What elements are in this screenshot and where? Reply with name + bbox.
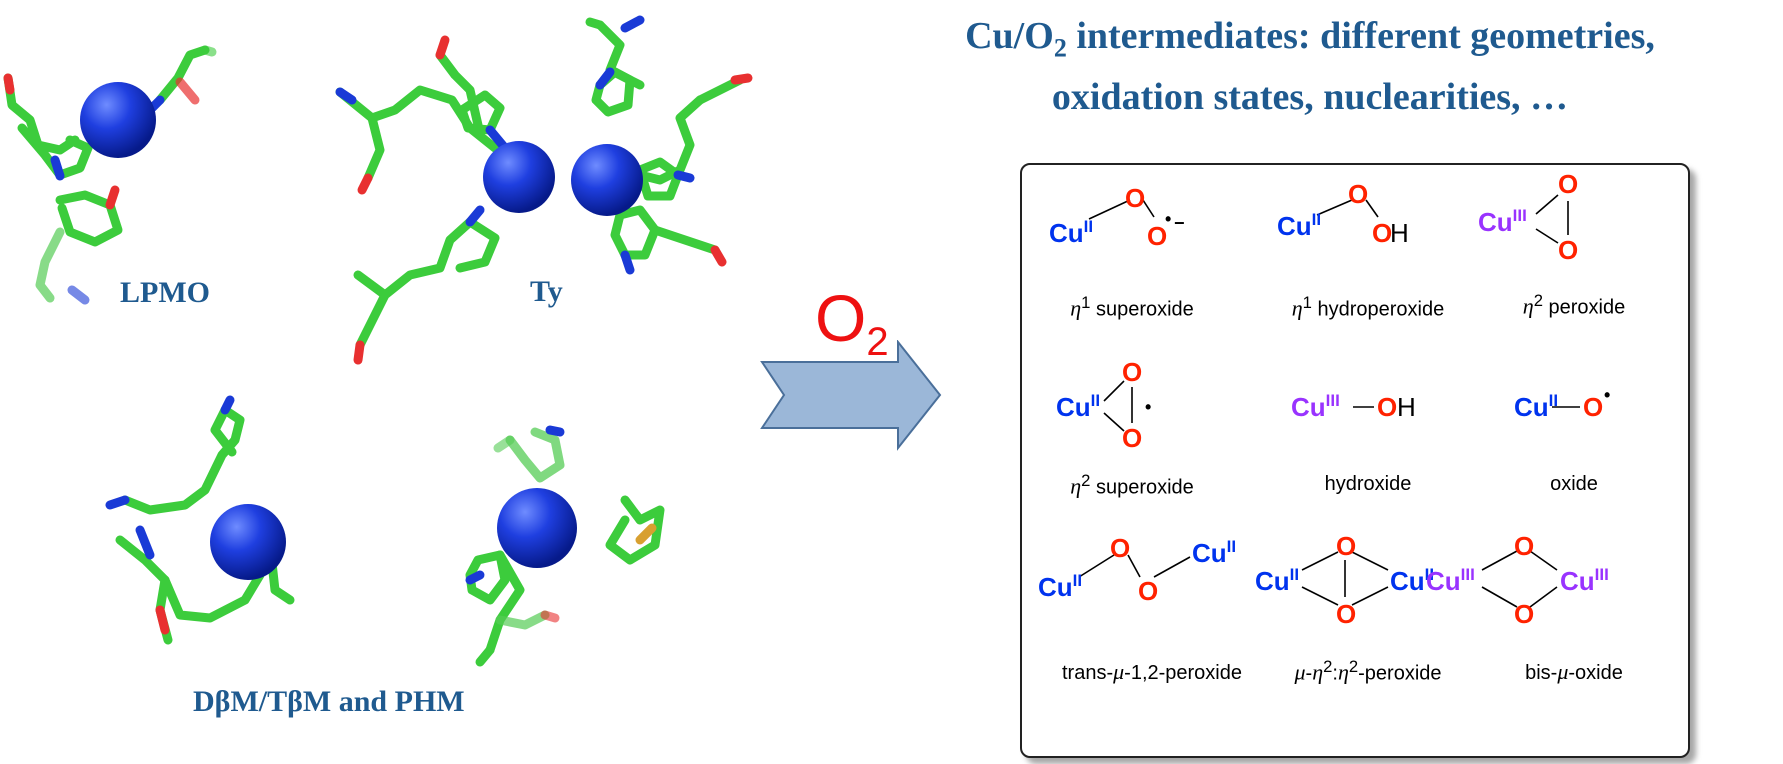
species-eta1-hydroperoxide: CuII O O H [1277, 179, 1409, 248]
caption-oxide: oxide [1550, 473, 1598, 495]
caption-hydroxide: hydroxide [1324, 473, 1412, 495]
dbm-copper-sphere-1 [210, 504, 286, 580]
ty-copper-sphere-1 [483, 141, 555, 213]
dbm-residues [105, 395, 665, 667]
species-eta1-superoxide: CuII O O • − [1049, 183, 1185, 251]
species-oxide: CuII O • [1514, 385, 1610, 422]
svg-text:H: H [1390, 218, 1409, 248]
title-line-1: Cu/O2 intermediates: different geometrie… [965, 15, 1655, 63]
dbm-copper-sphere-2 [497, 488, 577, 568]
svg-text:CuIII: CuIII [1478, 206, 1527, 237]
caption-eta2-superoxide: η2 superoxide [1070, 471, 1194, 499]
ty-copper-sphere-2 [571, 144, 643, 216]
lpmo-label: LPMO [120, 276, 210, 309]
svg-text:−: − [1174, 213, 1185, 233]
svg-text:O: O [1122, 357, 1142, 387]
arrow-o2-label: O2 [815, 281, 889, 365]
svg-text:•: • [1145, 397, 1151, 417]
svg-text:•: • [1604, 385, 1610, 405]
caption-trans-mu-peroxide: trans-μ-1,2-peroxide [1061, 659, 1242, 684]
svg-text:O: O [1372, 218, 1392, 248]
svg-text:O: O [1336, 599, 1356, 629]
svg-text:O: O [1514, 531, 1534, 561]
svg-text:CuII: CuII [1049, 217, 1093, 248]
title-line-2: oxidation states, nuclearities, … [1051, 75, 1569, 118]
svg-text:O: O [1558, 169, 1578, 199]
caption-eta2-peroxide: η2 peroxide [1522, 291, 1626, 319]
caption-eta1-superoxide: η1 superoxide [1070, 293, 1194, 321]
svg-text:O: O [1377, 392, 1397, 422]
dbm-label: DβM/TβM and PHM [193, 685, 465, 718]
svg-text:CuII: CuII [1277, 210, 1321, 241]
svg-text:O: O [1558, 235, 1578, 265]
svg-text:H: H [1397, 392, 1416, 422]
svg-text:CuII: CuII [1056, 391, 1100, 422]
caption-mu-eta2-eta2-peroxide: μ-η2:η2-peroxide [1294, 657, 1442, 685]
svg-text:CuII: CuII [1038, 571, 1082, 602]
species-bis-mu-oxide: CuIII O O CuIII [1426, 531, 1609, 629]
svg-text:CuIII: CuIII [1291, 391, 1340, 422]
species-hydroxide: CuIII O H [1291, 391, 1416, 422]
svg-text:CuII: CuII [1390, 565, 1434, 596]
species-eta2-peroxide: CuIII O O [1478, 169, 1578, 265]
panel-title: Cu/O2 intermediates: different geometrie… [930, 12, 1690, 121]
svg-text:O: O [1514, 599, 1534, 629]
svg-text:CuII: CuII [1192, 537, 1236, 568]
svg-text:CuIII: CuIII [1426, 565, 1475, 596]
svg-text:O: O [1336, 531, 1356, 561]
svg-text:O: O [1138, 576, 1158, 606]
intermediate-structures: CuII O O • − CuII O O H CuIII O O CuII O… [1038, 169, 1610, 629]
svg-text:O: O [1348, 179, 1368, 209]
species-eta2-superoxide: CuII O O • [1056, 357, 1151, 453]
caption-eta1-hydroperoxide: η1 hydroperoxide [1291, 293, 1445, 321]
lpmo-residues [3, 45, 217, 305]
svg-text:O: O [1110, 533, 1130, 563]
reaction-arrow [760, 340, 942, 451]
lpmo-copper-sphere [80, 82, 156, 158]
species-trans-mu-peroxide: CuII O O CuII [1038, 533, 1236, 606]
svg-text:O: O [1583, 392, 1603, 422]
svg-text:O: O [1125, 183, 1145, 213]
svg-text:CuII: CuII [1514, 391, 1558, 422]
ty-residues [335, 15, 753, 365]
intermediates-panel: CuII O O • − CuII O O H CuIII O O CuII O… [1020, 163, 1690, 758]
ty-label: Ty [530, 275, 563, 308]
svg-text:CuIII: CuIII [1560, 565, 1609, 596]
species-mu-eta2-eta2-peroxide: CuII O O CuII [1255, 531, 1434, 629]
caption-bis-mu-oxide: bis-μ-oxide [1525, 659, 1623, 684]
svg-text:CuII: CuII [1255, 565, 1299, 596]
svg-text:O: O [1122, 423, 1142, 453]
svg-text:O: O [1147, 221, 1167, 251]
svg-text:•: • [1165, 209, 1171, 229]
enzyme-structures [3, 15, 753, 667]
